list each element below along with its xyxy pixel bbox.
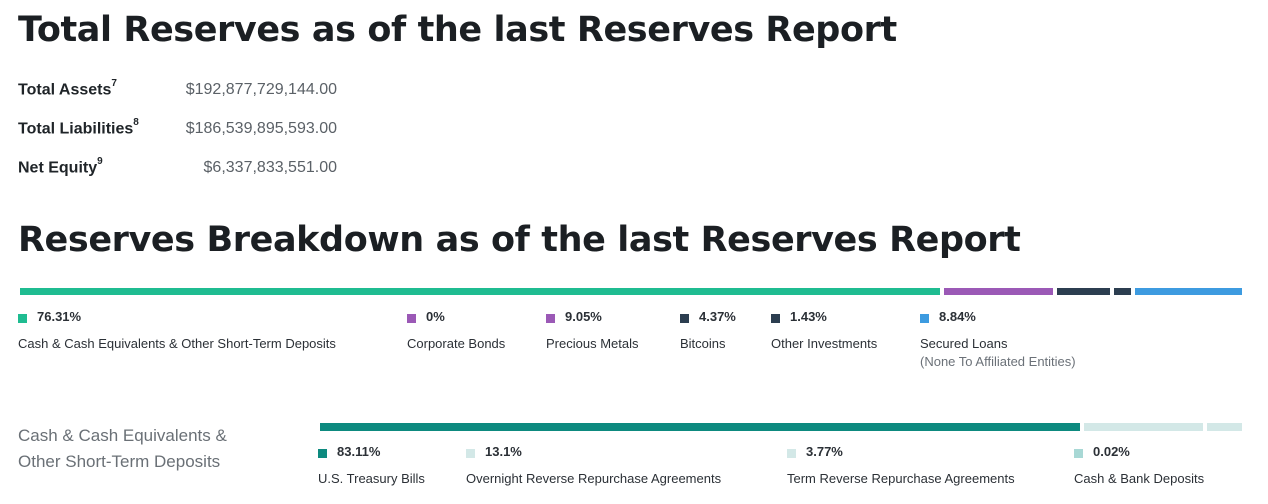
bar-segment [944, 288, 1054, 295]
legend-swatch [546, 314, 555, 323]
category-note: (None To Affiliated Entities) [920, 354, 1076, 369]
total-assets-footnote[interactable]: 7 [111, 78, 117, 89]
page-title: Total Reserves as of the last Reserves R… [18, 10, 897, 50]
total-liabilities-footnote[interactable]: 8 [133, 117, 139, 128]
legend-swatch [920, 314, 929, 323]
total-assets-label: Total Assets7 [18, 78, 117, 99]
bar-segment [1057, 288, 1111, 295]
value-label: 13.1% [485, 444, 522, 459]
legend-swatch [18, 314, 27, 323]
bar-segment [1207, 423, 1242, 431]
legend-swatch [1074, 449, 1083, 458]
category-label: Term Reverse Repurchase Agreements [787, 471, 1015, 486]
legend-swatch [680, 314, 689, 323]
category-label: U.S. Treasury Bills [318, 471, 425, 486]
value-label: 4.37% [699, 309, 736, 324]
bar-segment [20, 288, 941, 295]
total-assets-label-text: Total Assets [18, 81, 112, 99]
category-label: Secured Loans [920, 336, 1008, 351]
net-equity-value: $6,337,833,551.00 [203, 159, 337, 176]
category-label: Other Investments [771, 336, 878, 351]
breakdown-title: Reserves Breakdown as of the last Reserv… [18, 220, 1021, 260]
category-label: Cash & Bank Deposits [1074, 471, 1205, 486]
value-label: 9.05% [565, 309, 602, 324]
cash-breakdown-heading: Cash & Cash Equivalents & Other Short-Te… [18, 423, 278, 475]
total-assets-value: $192,877,729,144.00 [185, 81, 337, 98]
value-label: 0% [426, 309, 445, 324]
value-label: 1.43% [790, 309, 827, 324]
legend-swatch [771, 314, 780, 323]
total-liabilities-label: Total Liabilities8 [18, 117, 139, 138]
value-label: 83.11% [337, 444, 381, 459]
legend-swatch [787, 449, 796, 458]
legend-swatch [318, 449, 327, 458]
category-label: Bitcoins [680, 336, 726, 351]
total-liabilities-value: $186,539,895,593.00 [185, 120, 337, 137]
bar-segment [1135, 288, 1242, 295]
value-label: 8.84% [939, 309, 976, 324]
category-label: Precious Metals [546, 336, 639, 351]
category-label: Overnight Reverse Repurchase Agreements [466, 471, 722, 486]
cash-heading-line1: Cash & Cash Equivalents & [18, 426, 227, 445]
bar-segment [1114, 288, 1132, 295]
value-label: 0.02% [1093, 444, 1130, 459]
bar-segment [320, 423, 1080, 431]
cash-heading-line2: Other Short-Term Deposits [18, 452, 221, 471]
value-label: 3.77% [806, 444, 843, 459]
net-equity-footnote[interactable]: 9 [97, 156, 103, 167]
net-equity-label-text: Net Equity [18, 159, 98, 177]
net-equity-label: Net Equity9 [18, 156, 103, 177]
legend-swatch [407, 314, 416, 323]
total-liabilities-label-text: Total Liabilities [18, 120, 134, 138]
category-label: Corporate Bonds [407, 336, 506, 351]
value-label: 76.31% [37, 309, 82, 324]
category-label: Cash & Cash Equivalents & Other Short-Te… [18, 336, 336, 351]
legend-swatch [466, 449, 475, 458]
bar-segment [1083, 423, 1204, 431]
